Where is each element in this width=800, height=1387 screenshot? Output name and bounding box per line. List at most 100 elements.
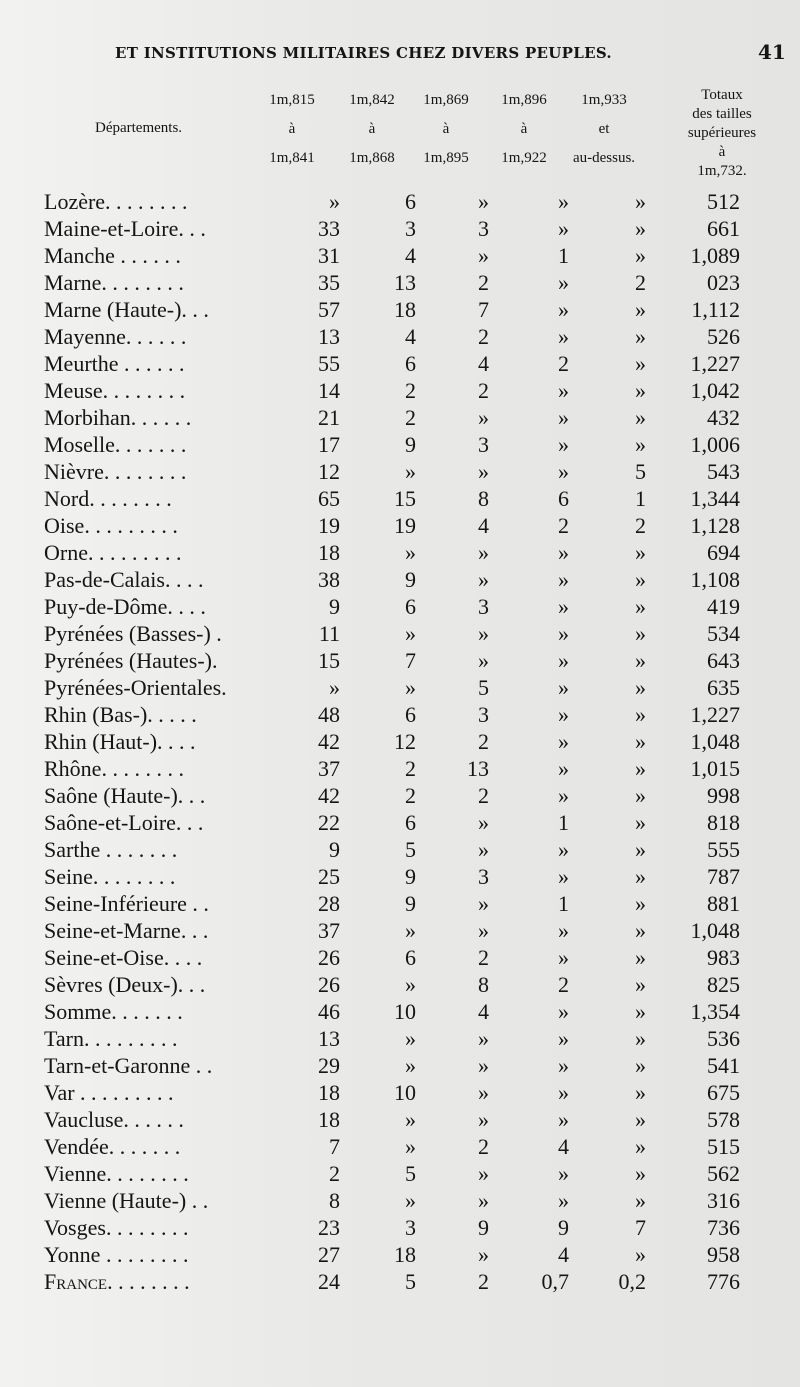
total-cell: 1,227 [690, 351, 741, 376]
column-header-sep: à [368, 121, 376, 137]
total-cell: 661 [707, 216, 740, 241]
value-cell: 18 [318, 1080, 340, 1105]
value-cell: 23 [318, 1215, 340, 1240]
value-cell: 3 [478, 702, 489, 727]
value-cell: » [558, 675, 569, 700]
table-row: Tarn. . . . . . . . . 13 » » » » 536 [44, 1025, 740, 1052]
value-cell: 25 [318, 864, 340, 889]
table-row: Lozère. . . . . . . . » 6 » » » 512 [44, 188, 740, 215]
value-cell: » [635, 918, 646, 943]
total-cell: 635 [707, 675, 740, 700]
table-row: Seine-et-Oise. . . . 26 6 2 » » 983 [44, 944, 740, 971]
value-cell: 0,7 [541, 1269, 570, 1294]
total-cell: 825 [707, 972, 740, 997]
value-cell: » [478, 1161, 489, 1186]
column-header-sep: à [520, 121, 528, 137]
total-cell: 1,344 [690, 486, 741, 511]
column-header-to: 1m,922 [501, 150, 547, 166]
value-cell: 9 [405, 864, 416, 889]
value-cell: » [558, 405, 569, 430]
column-header-sep: et [598, 121, 610, 137]
department-name: Mayenne. . . . . . [44, 324, 187, 349]
value-cell: » [635, 378, 646, 403]
table-row: Vosges. . . . . . . . 23 3 9 9 7 736 [44, 1214, 740, 1241]
value-cell: » [635, 729, 646, 754]
value-cell: 7 [635, 1215, 646, 1240]
department-name: Somme. . . . . . . [44, 999, 183, 1024]
value-cell: 15 [318, 648, 340, 673]
value-cell: » [478, 810, 489, 835]
totals-header-line: supérieures [687, 125, 757, 141]
total-cell: 515 [707, 1134, 740, 1159]
value-cell: 8 [478, 972, 489, 997]
value-cell: » [558, 567, 569, 592]
value-cell: » [635, 999, 646, 1024]
value-cell: » [478, 540, 489, 565]
value-cell: » [635, 594, 646, 619]
department-name: Rhône. . . . . . . . [44, 756, 184, 781]
total-cell: 555 [707, 837, 740, 862]
value-cell: » [635, 297, 646, 322]
value-cell: 7 [478, 297, 489, 322]
total-cell: 1,048 [690, 918, 741, 943]
value-cell: 5 [405, 1269, 416, 1294]
value-cell: » [478, 1080, 489, 1105]
total-cell: 578 [707, 1107, 740, 1132]
value-cell: 2 [478, 270, 489, 295]
department-name: Vaucluse. . . . . . [44, 1107, 184, 1132]
value-cell: » [558, 270, 569, 295]
total-cell: 1,112 [691, 297, 740, 322]
department-name: Rhin (Haut-). . . . [44, 729, 196, 754]
value-cell: 24 [318, 1269, 340, 1294]
table-row: Nièvre. . . . . . . . 12 » » » 5 543 [44, 458, 740, 485]
value-cell: » [558, 864, 569, 889]
value-cell: 2 [558, 972, 569, 997]
value-cell: 2 [558, 351, 569, 376]
value-cell: 2 [405, 756, 416, 781]
table-row: Morbihan. . . . . . 21 2 » » » 432 [44, 404, 740, 431]
total-cell: 419 [707, 594, 740, 619]
value-cell: » [635, 945, 646, 970]
value-cell: 4 [478, 999, 489, 1024]
value-cell: 11 [318, 621, 340, 646]
table-row: Tarn-et-Garonne . . 29 » » » » 541 [44, 1052, 740, 1079]
value-cell: » [558, 459, 569, 484]
totals-header: Totaux des tailles supérieures à 1m,732. [672, 86, 772, 181]
value-cell: » [405, 1134, 416, 1159]
department-name: Pyrénées (Basses-) . [44, 621, 222, 646]
total-cell: 536 [707, 1026, 740, 1051]
value-cell: 9 [558, 1215, 569, 1240]
department-name: Pyrénées-Orientales. [44, 675, 227, 700]
value-cell: 13 [318, 324, 340, 349]
total-cell: 534 [707, 621, 740, 646]
column-header-to: au-dessus. [572, 150, 636, 166]
table-row: Sèvres (Deux-). . . 26 » 8 2 » 825 [44, 971, 740, 998]
table-row: Rhin (Bas-). . . . . 48 6 3 » » 1,227 [44, 701, 740, 728]
value-cell: 9 [329, 837, 340, 862]
value-cell: 18 [394, 297, 416, 322]
department-name: Moselle. . . . . . . [44, 432, 187, 457]
value-cell: » [478, 243, 489, 268]
table-row: Meurthe . . . . . . 55 6 4 2 » 1,227 [44, 350, 740, 377]
table-row: Vienne (Haute-) . . 8 » » » » 316 [44, 1187, 740, 1214]
total-cell: 543 [707, 459, 740, 484]
department-name: Saône-et-Loire. . . [44, 810, 204, 835]
value-cell: 6 [405, 945, 416, 970]
value-cell: » [478, 1188, 489, 1213]
value-cell: » [635, 1026, 646, 1051]
department-name: Pyrénées (Hautes-). [44, 648, 218, 673]
table-row: Vienne. . . . . . . . 2 5 » » » 562 [44, 1160, 740, 1187]
column-header-from: 1m,896 [501, 92, 547, 108]
table-row: Rhône. . . . . . . . 37 2 13 » » 1,015 [44, 755, 740, 782]
table-row: Seine-et-Marne. . . 37 » » » » 1,048 [44, 917, 740, 944]
value-cell: 28 [318, 891, 340, 916]
value-cell: » [329, 189, 340, 214]
department-name: Oise. . . . . . . . . [44, 513, 178, 538]
value-cell: » [478, 459, 489, 484]
value-cell: » [635, 405, 646, 430]
department-name: Seine. . . . . . . . [44, 864, 176, 889]
column-header-from: 1m,842 [349, 92, 395, 108]
value-cell: » [405, 675, 416, 700]
value-cell: » [558, 837, 569, 862]
value-cell: 3 [405, 1215, 416, 1240]
